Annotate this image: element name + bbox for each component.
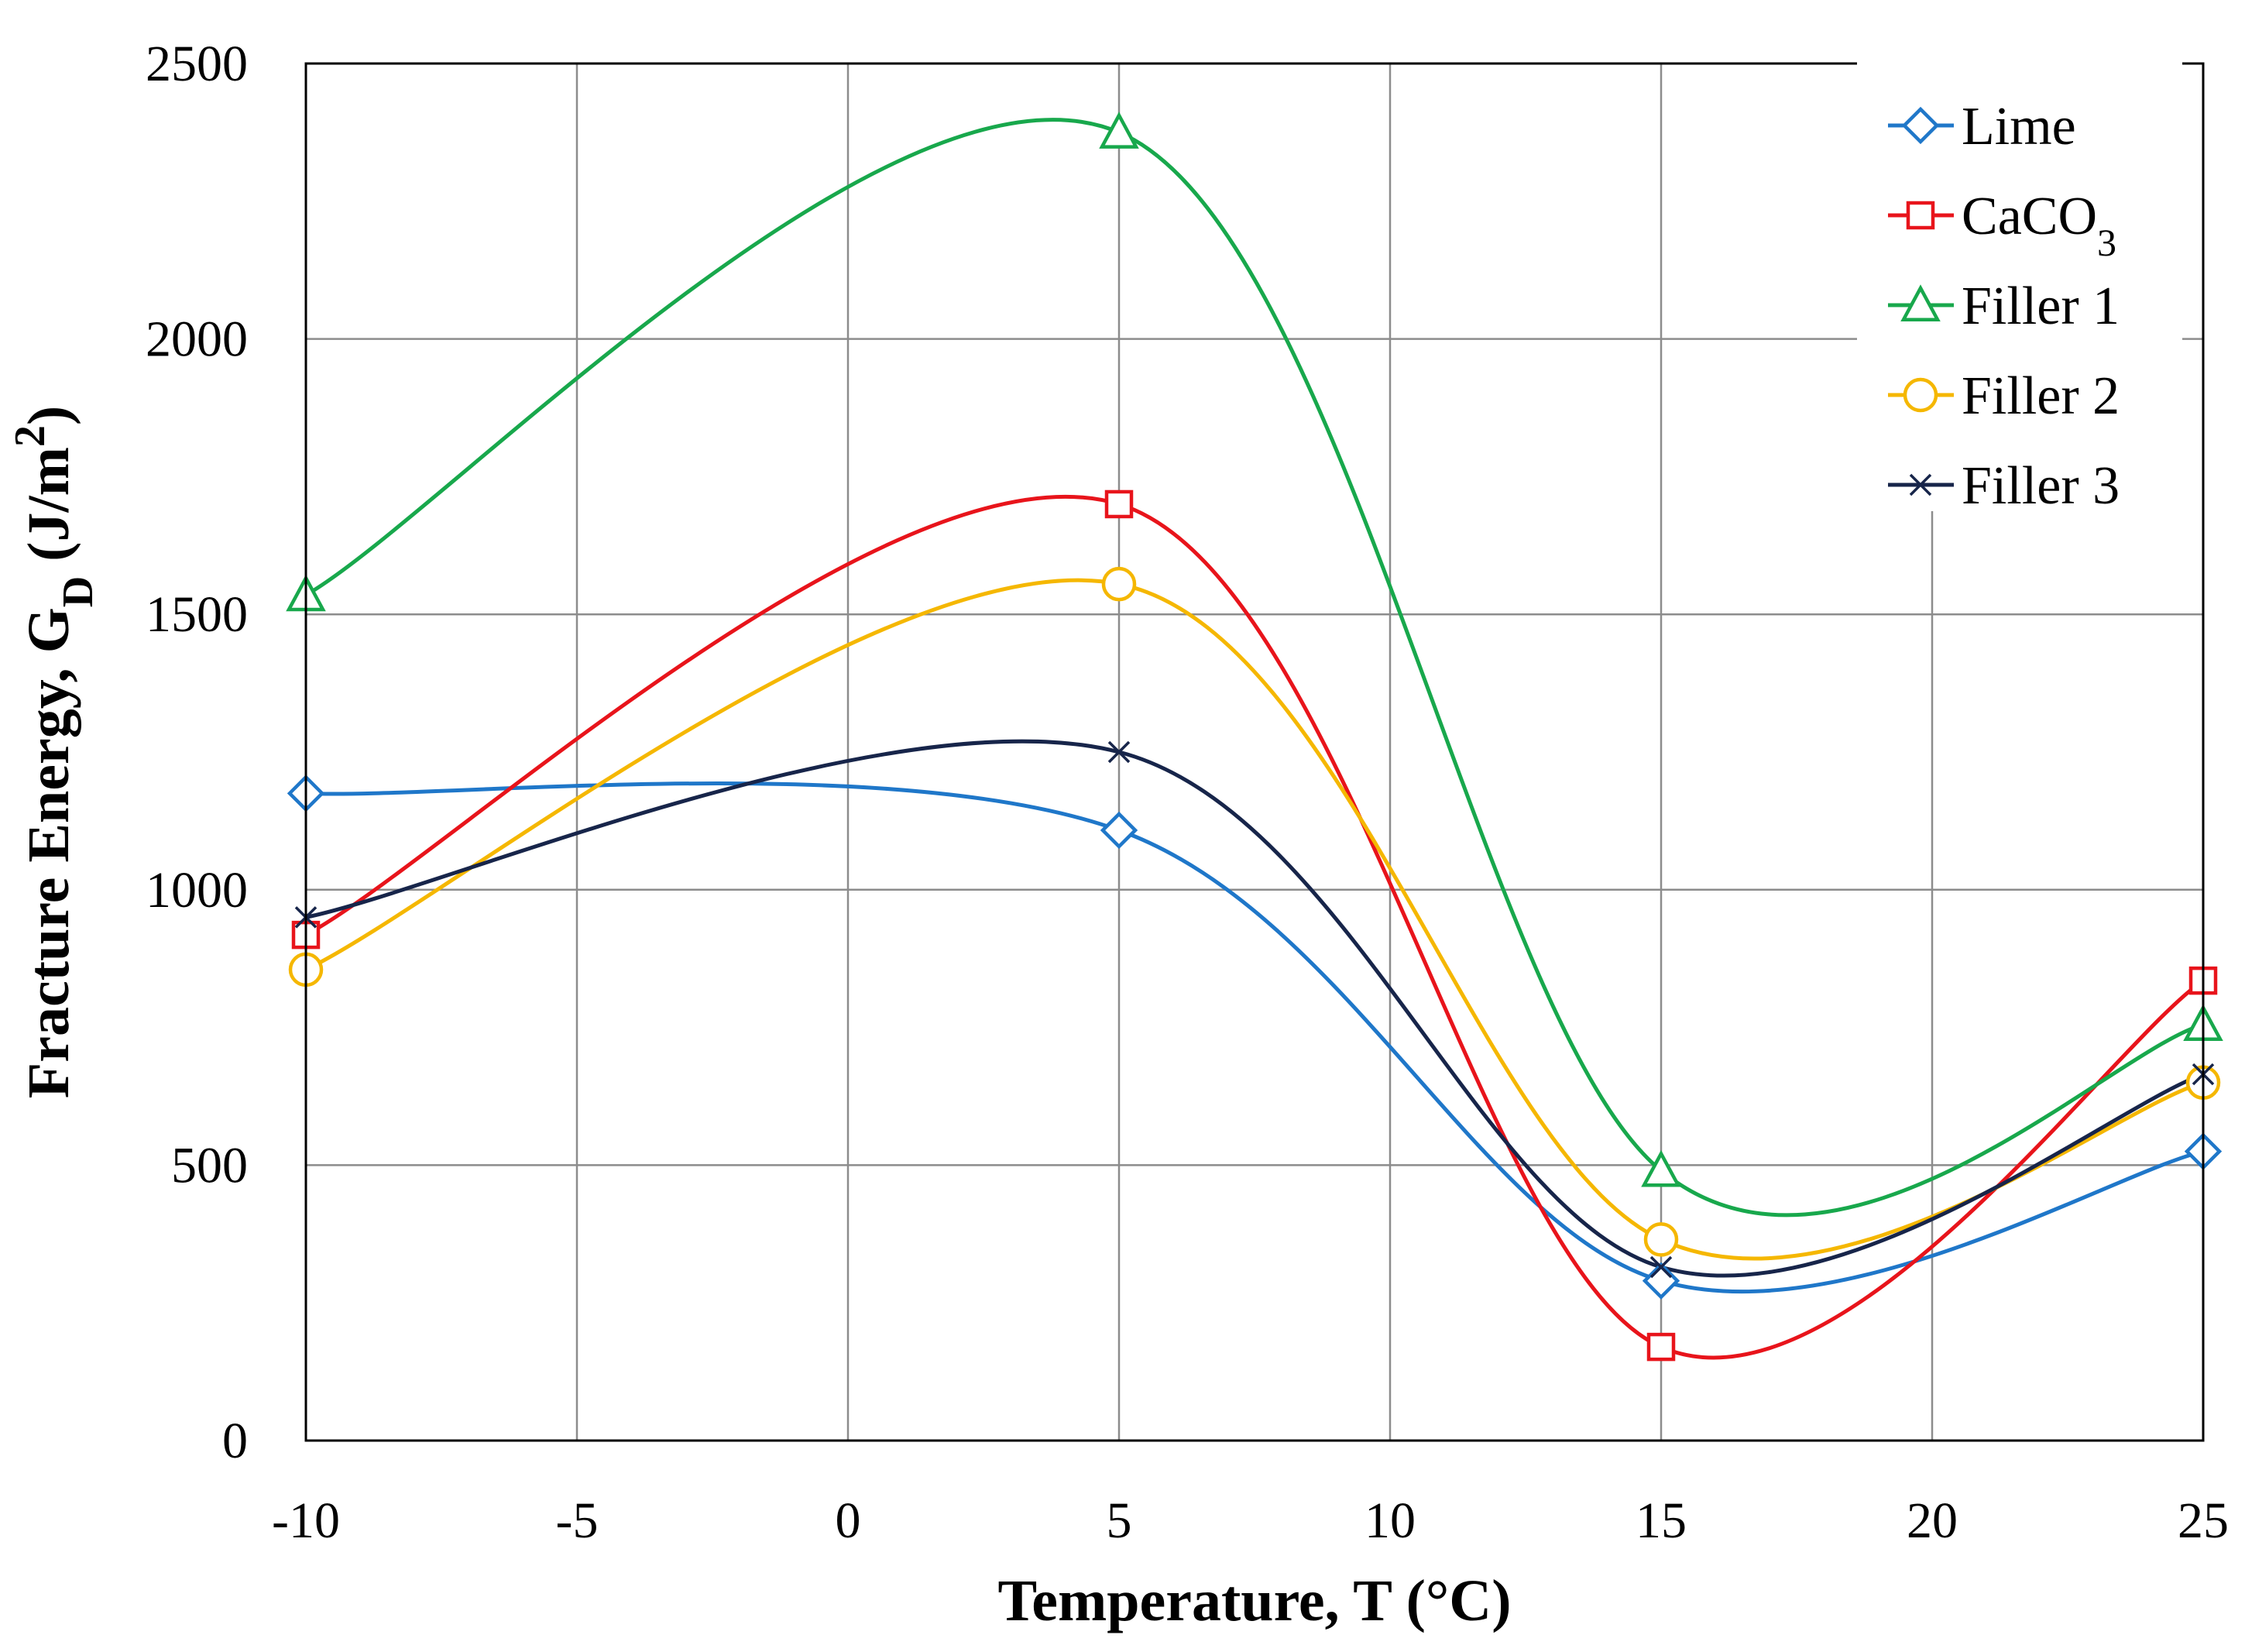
x-axis-title: Temperature, T (°C) [998, 1568, 1512, 1633]
data-point-filler-3 [1107, 740, 1131, 764]
legend-label-text: Filler 1 [1962, 276, 2120, 336]
legend-label-filler-2: Filler 2 [1962, 366, 2120, 426]
x-tick-label: 25 [2178, 1492, 2229, 1549]
legend-item-filler-2: Filler 2 [1888, 366, 2120, 426]
y-axis-title-subscript: D [54, 576, 102, 607]
legend-label-text: CaCO [1962, 187, 2097, 246]
x-tick-label: 0 [836, 1492, 861, 1549]
x-tick-label: 5 [1107, 1492, 1132, 1549]
legend: Lime CaCO3 Filler 1 Filler 2 Filler 3 [1857, 46, 2182, 516]
series-line-lime [304, 781, 2206, 1294]
data-point-filler-1 [1099, 112, 1139, 149]
y-tick-label: 2500 [146, 36, 248, 92]
series-line-filler-1 [304, 118, 2206, 1218]
legend-label-subscript: 3 [2097, 221, 2116, 264]
y-tick-label: 500 [171, 1137, 248, 1193]
legend-item-lime: Lime [1888, 97, 2076, 156]
legend-marker-lime [1901, 106, 1940, 145]
y-axis-title-units-end: ) [16, 406, 81, 425]
y-tick-label: 1500 [146, 586, 248, 643]
data-point-filler-2 [1643, 1222, 1679, 1257]
y-axis-title: Fracture Energy, GD (J/m2) [6, 406, 102, 1098]
legend-marker-filler-2 [1903, 377, 1938, 413]
legend-label-lime: Lime [1962, 97, 2076, 156]
x-tick-label: 10 [1365, 1492, 1416, 1549]
data-point-lime [1642, 1262, 1680, 1300]
series-line-caco3 [304, 494, 2206, 1360]
y-axis-title-prefix: Fracture Energy, G [16, 607, 81, 1098]
legend-marker-filler-1 [1900, 284, 1941, 321]
legend-item-caco3: CaCO3 [1888, 187, 2116, 264]
series-lines [304, 118, 2206, 1360]
y-axis-title-units-superscript: 2 [6, 425, 54, 447]
legend-label-caco3: CaCO3 [1962, 187, 2116, 264]
legend-item-filler-3: Filler 3 [1888, 456, 2120, 516]
legend-label-filler-1: Filler 1 [1962, 276, 2120, 336]
legend-label-text: Lime [1962, 97, 2076, 156]
series-line-filler-3 [304, 739, 2206, 1278]
data-point-caco3 [1646, 1332, 1676, 1362]
series-line-filler-2 [304, 578, 2206, 1261]
data-point-filler-3 [1649, 1255, 1673, 1279]
tick-labels: -10 -5 0 5 10 15 20 25 0 500 1000 1500 2000 2500 [146, 36, 2229, 1549]
legend-label-text: Filler 2 [1962, 366, 2120, 426]
x-tick-label: -10 [272, 1492, 340, 1549]
data-point-caco3 [1104, 489, 1134, 519]
x-tick-label: 15 [1636, 1492, 1687, 1549]
y-tick-label: 1000 [146, 862, 248, 919]
y-tick-label: 0 [222, 1413, 248, 1469]
data-point-filler-1 [1641, 1149, 1681, 1187]
plot-area-border [304, 62, 2205, 1442]
y-axis-title-units: (J/m [16, 447, 81, 576]
legend-label-filler-3: Filler 3 [1962, 456, 2120, 516]
data-point-filler-2 [1101, 566, 1137, 602]
legend-item-filler-1: Filler 1 [1888, 276, 2120, 336]
x-tick-label: 20 [1907, 1492, 1958, 1549]
y-tick-label: 2000 [146, 311, 248, 368]
legend-label-text: Filler 3 [1962, 456, 2120, 516]
legend-marker-caco3 [1906, 201, 1935, 230]
legend-marker-filler-3 [1909, 473, 1932, 496]
data-point-lime [1100, 811, 1138, 850]
x-tick-label: -5 [556, 1492, 599, 1549]
